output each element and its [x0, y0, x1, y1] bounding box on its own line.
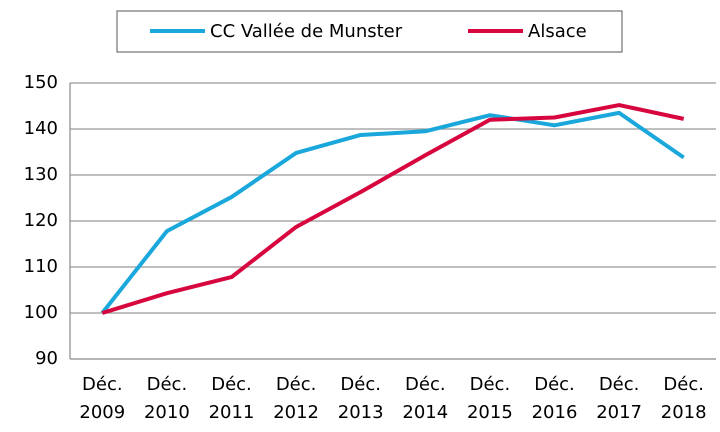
x-tick-label: Déc. 2011 [209, 374, 255, 423]
x-tick-label: Déc. 2017 [596, 374, 642, 423]
x-tick-label: Déc. 2015 [467, 374, 513, 423]
y-tick-label: 110 [24, 256, 58, 277]
y-tick-label: 100 [24, 302, 58, 323]
x-tick-label: Déc. 2016 [532, 374, 578, 423]
y-tick-label: 120 [24, 210, 58, 231]
line-series [101, 103, 685, 315]
x-tick-label: Déc. 2014 [402, 374, 448, 423]
y-tick-label: 150 [24, 72, 58, 93]
legend-label: CC Vallée de Munster [210, 21, 403, 42]
x-tick-label: Déc. 2012 [273, 374, 319, 423]
x-tick-label: Déc. 2009 [79, 374, 125, 423]
x-tick-label: Déc. 2010 [144, 374, 190, 423]
x-tick-label: Déc. 2013 [338, 374, 384, 423]
y-tick-label: 140 [24, 118, 58, 139]
y-tick-label: 130 [24, 164, 58, 185]
line-series [100, 110, 685, 315]
legend-label: Alsace [528, 21, 587, 42]
y-tick-label: 90 [35, 348, 58, 369]
x-tick-label: Déc. 2018 [661, 374, 707, 423]
